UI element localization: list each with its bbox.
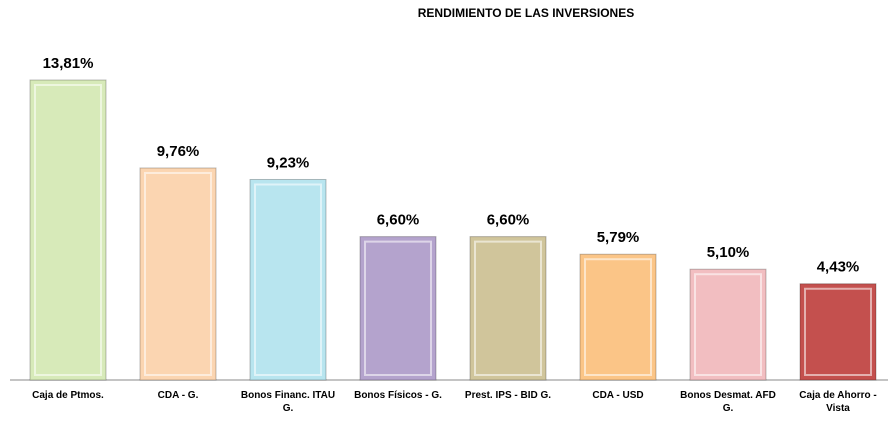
bar [359,236,437,381]
chart-title: RENDIMIENTO DE LAS INVERSIONES [418,6,634,20]
bar-bevel [34,84,102,376]
x-tick-label: CDA - USD [592,390,644,401]
bar [799,283,877,381]
x-tick-label: Bonos Financ. ITAU G. [240,390,336,414]
x-tick-label: Caja de Ptmos. [32,390,104,401]
bar [579,253,657,381]
x-tick-label: Bonos Físicos - G. [354,390,442,401]
value-label: 5,79% [597,229,640,246]
bar-bevel [584,258,652,377]
bar-bevel [364,240,432,376]
value-label: 9,23% [267,154,310,171]
value-label: 5,10% [707,244,750,261]
x-tick-label: Caja de Ahorro - Vista [799,390,877,414]
bar-bevel [694,273,762,377]
bar-bevel [144,171,212,376]
bar [139,167,217,381]
bar [689,268,767,381]
bar [249,178,327,381]
bar [29,79,107,381]
bar-bevel [804,287,872,376]
value-label: 4,43% [817,259,860,276]
value-label: 9,76% [157,143,200,160]
x-tick-label: Prest. IPS - BID G. [464,390,552,401]
x-tick-label: Bonos Desmat. AFD G. [680,390,776,414]
bar [469,236,547,381]
value-label: 13,81% [43,55,94,72]
bar-bevel [254,183,322,376]
value-label: 6,60% [377,212,420,229]
x-tick-label: CDA - G. [157,390,199,401]
bar-bevel [474,240,542,376]
value-label: 6,60% [487,212,530,229]
